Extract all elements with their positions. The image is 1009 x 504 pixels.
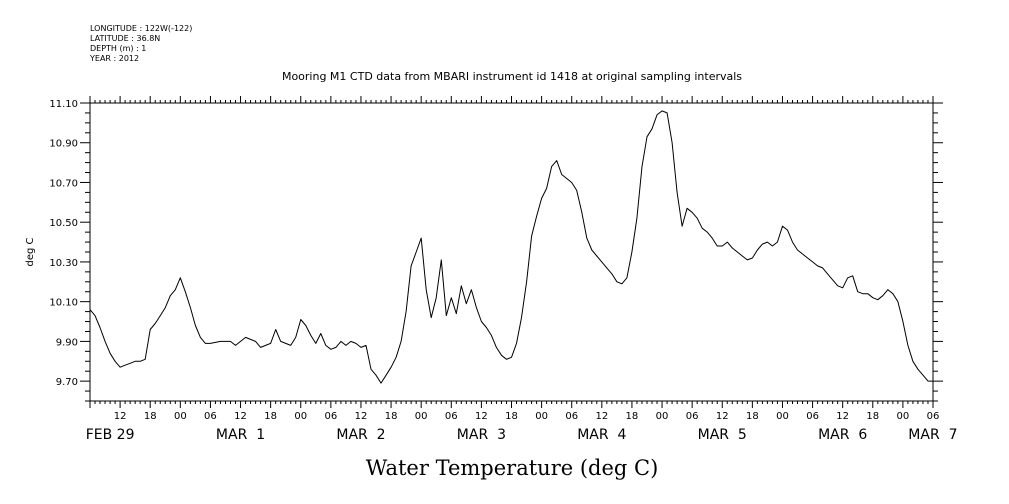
- x-hour-label: 12: [114, 411, 127, 422]
- x-hour-label: 18: [144, 411, 157, 422]
- y-tick-label: 10.10: [49, 298, 78, 309]
- x-hour-label: 00: [294, 411, 307, 422]
- x-hour-label: 18: [264, 411, 277, 422]
- x-hour-label: 18: [746, 411, 759, 422]
- x-hour-label: 00: [656, 411, 669, 422]
- y-tick-label: 10.90: [49, 139, 78, 150]
- x-hour-label: 12: [475, 411, 488, 422]
- x-axis-ticks: 12 18 00 06 12 18 00 06 12 18 00 06 12 18 00 06 12 18 00 06…: [86, 96, 957, 443]
- y-axis-label: deg C: [25, 237, 36, 266]
- x-hour-label: 06: [204, 411, 217, 422]
- header-depth: DEPTH (m) : 1: [90, 44, 146, 53]
- x-axis-label: Water Temperature (deg C): [366, 456, 659, 480]
- y-tick-label: 11.10: [49, 99, 78, 110]
- y-tick-label: 10.50: [49, 218, 78, 229]
- x-hour-label: 06: [686, 411, 699, 422]
- x-hour-label: 12: [234, 411, 247, 422]
- x-hour-label: 18: [505, 411, 518, 422]
- x-day-label: FEB 29: [86, 427, 135, 443]
- x-hour-label: 00: [776, 411, 789, 422]
- header-longitude: LONGITUDE : 122W(-122): [90, 24, 192, 33]
- x-hour-label: 06: [445, 411, 458, 422]
- y-axis-ticks: 11.10 10.90 10.70 10.50 10.30 10.10 9.90 9.70: [49, 99, 943, 402]
- x-hour-label: 00: [415, 411, 428, 422]
- x-hour-label: 12: [716, 411, 729, 422]
- x-hour-label: 06: [565, 411, 578, 422]
- x-hour-label: 18: [385, 411, 398, 422]
- x-hour-label: 00: [535, 411, 548, 422]
- y-tick-label: 9.90: [56, 337, 78, 348]
- x-hour-label: 12: [355, 411, 368, 422]
- y-tick-label: 10.30: [49, 258, 78, 269]
- x-day-label: MAR 4: [577, 427, 626, 443]
- x-day-label: MAR 7: [908, 427, 957, 443]
- x-day-label: MAR 6: [818, 427, 867, 443]
- x-hour-label: 18: [866, 411, 879, 422]
- x-hour-label: 18: [626, 411, 639, 422]
- series-group: [89, 110, 933, 384]
- x-hour-label: 00: [897, 411, 910, 422]
- x-hour-label: 00: [174, 411, 187, 422]
- x-day-label: MAR 2: [336, 427, 385, 443]
- header-year: YEAR : 2012: [89, 54, 139, 63]
- y-tick-label: 10.70: [49, 178, 78, 189]
- series-line: [89, 110, 933, 384]
- x-hour-label: 12: [836, 411, 849, 422]
- x-hour-label: 12: [595, 411, 608, 422]
- x-hour-label: 06: [806, 411, 819, 422]
- x-day-label: MAR 1: [216, 427, 265, 443]
- x-hour-label: 06: [324, 411, 337, 422]
- chart-title: Mooring M1 CTD data from MBARI instrumen…: [282, 70, 742, 83]
- x-hour-label: 06: [927, 411, 940, 422]
- x-day-label: MAR 3: [457, 427, 506, 443]
- header-latitude: LATITUDE : 36.8N: [90, 34, 160, 43]
- x-day-label: MAR 5: [698, 427, 747, 443]
- y-tick-label: 9.70: [56, 377, 78, 388]
